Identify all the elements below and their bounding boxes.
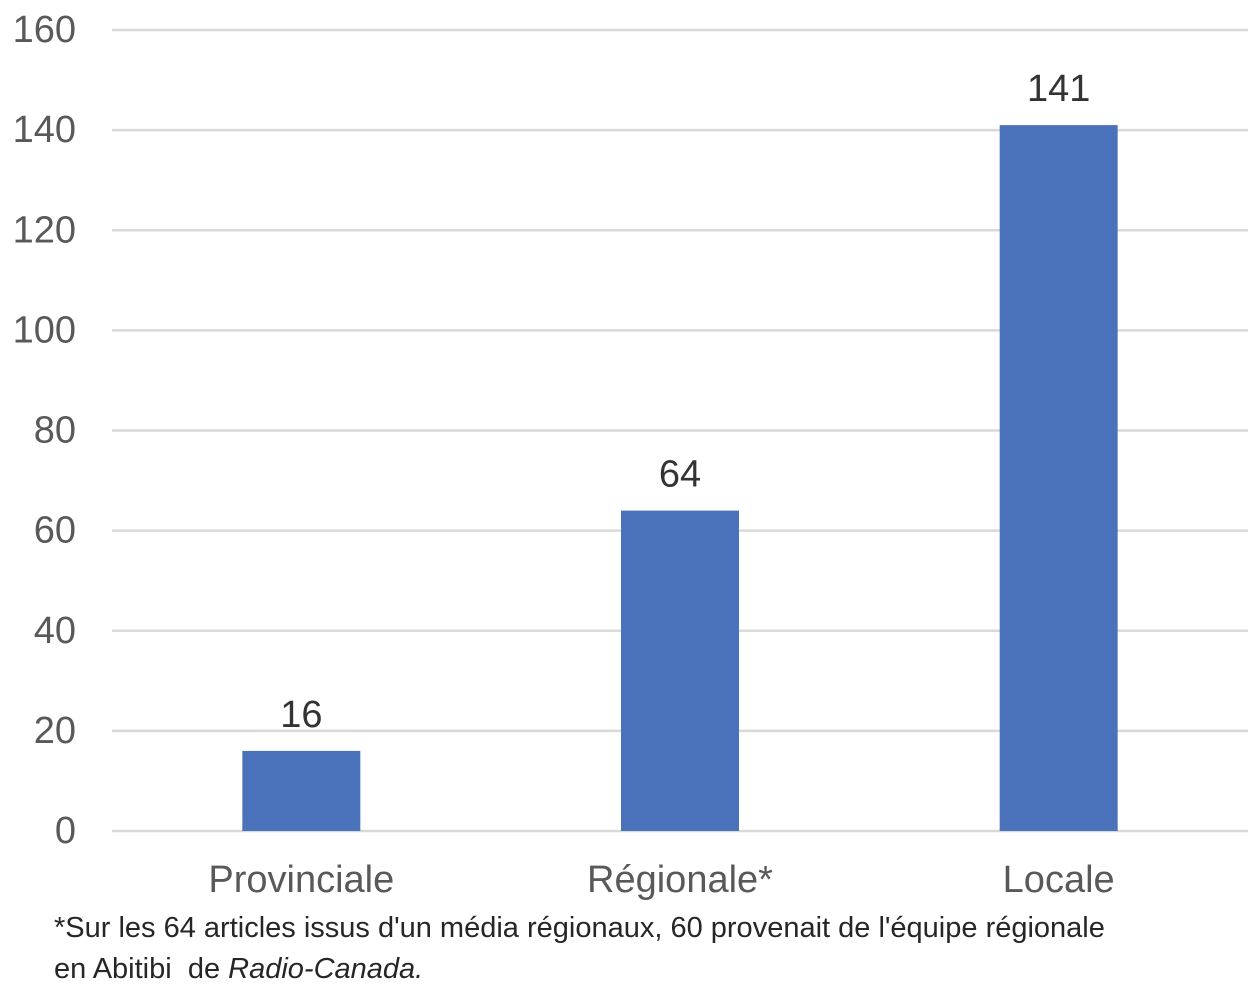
y-tick-label: 60 <box>34 510 76 552</box>
data-labels: 16 64 141 <box>280 68 1090 736</box>
y-axis-tick-labels: 0 20 40 60 80 100 120 140 160 <box>13 9 76 852</box>
y-tick-label: 100 <box>13 309 76 351</box>
y-tick-label: 40 <box>34 610 76 652</box>
y-tick-label: 80 <box>34 410 76 452</box>
data-label-2: 64 <box>659 454 701 496</box>
footnote-line-1: *Sur les 64 articles issus d'un média ré… <box>54 912 1105 944</box>
y-tick-label: 0 <box>55 810 76 852</box>
data-label-1: 16 <box>280 694 322 736</box>
y-tick-label: 20 <box>34 710 76 752</box>
y-tick-label: 120 <box>13 209 76 251</box>
bars <box>242 125 1118 831</box>
x-tick-label-2: Régionale* <box>587 859 773 900</box>
y-tick-label: 140 <box>13 109 76 151</box>
footnote-source-name: Radio-Canada. <box>228 953 424 985</box>
bar-chart: 0 20 40 60 80 100 120 140 160 16 64 141 Provincial… <box>13 9 1248 900</box>
bar-3 <box>999 125 1118 831</box>
x-tick-label-1: Provinciale <box>208 859 394 900</box>
grid-lines <box>112 28 1248 833</box>
footnote: *Sur les 64 articles issus d'un média ré… <box>54 908 1244 990</box>
footnote-line-2: en Abitibi de Radio-Canada. <box>54 949 1244 990</box>
x-axis-tick-labels: Provinciale Régionale* Locale <box>208 859 1114 900</box>
footnote-line-2-prefix: en Abitibi de <box>54 953 229 985</box>
bar-2 <box>621 510 739 831</box>
data-label-3: 141 <box>1027 68 1090 110</box>
x-tick-label-3: Locale <box>1003 859 1115 900</box>
bar-1 <box>242 750 361 831</box>
y-tick-label: 160 <box>13 9 76 51</box>
